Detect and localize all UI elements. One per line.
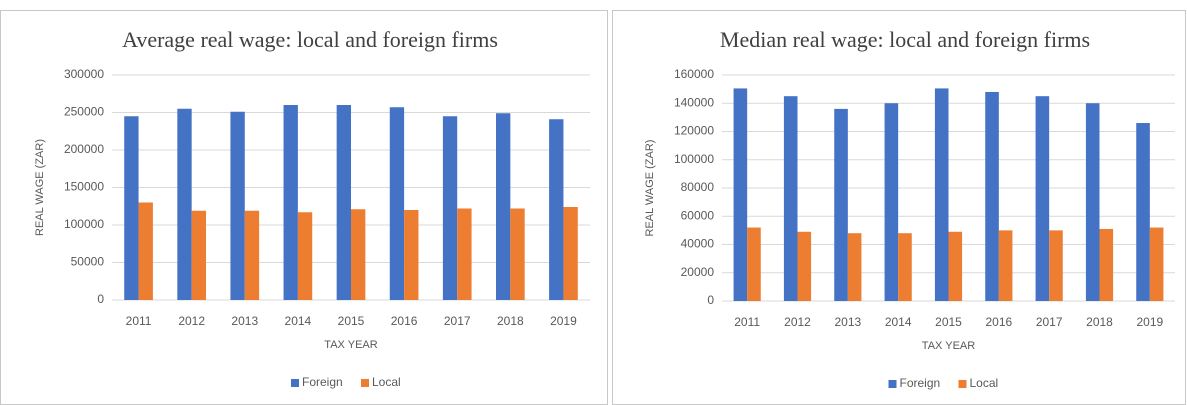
bar (1136, 123, 1150, 302)
y-tick-label: 40000 (681, 237, 715, 251)
x-tick-label: 2014 (885, 315, 912, 329)
legend-swatch (361, 379, 369, 387)
bar (985, 91, 999, 301)
y-tick-label: 80000 (681, 180, 715, 194)
x-tick-label: 2019 (1136, 315, 1163, 329)
x-tick-label: 2014 (285, 314, 312, 328)
y-tick-label: 160000 (674, 67, 714, 81)
bar (230, 111, 245, 300)
x-tick-label: 2018 (497, 314, 524, 328)
x-tick-label: 2017 (1036, 315, 1063, 329)
chart-title: Median real wage: local and foreign firm… (720, 27, 1090, 52)
x-tick-label: 2013 (231, 314, 258, 328)
bar (404, 210, 419, 300)
bar (884, 103, 899, 301)
bar (834, 108, 848, 302)
bar (847, 233, 862, 301)
y-axis-label: REAL WAGE (ZAR) (644, 140, 656, 237)
y-tick-label: 140000 (674, 95, 714, 109)
y-tick-label: 150000 (64, 180, 104, 194)
x-tick-label: 2011 (734, 315, 760, 329)
bar (283, 105, 298, 300)
legend-label: Foreign (302, 375, 343, 389)
y-tick-label: 50000 (71, 255, 105, 269)
bar (177, 108, 192, 300)
bar (442, 116, 458, 300)
bar (244, 210, 260, 300)
bar (783, 96, 798, 301)
bar (510, 208, 525, 300)
bar (138, 202, 153, 300)
bar (934, 88, 949, 301)
y-tick-label: 0 (707, 293, 714, 307)
x-tick-label: 2016 (985, 315, 1012, 329)
bar (563, 207, 578, 300)
bar (1099, 228, 1114, 301)
legend-label: Local (372, 375, 401, 389)
bar (1085, 103, 1100, 301)
bar (124, 116, 139, 300)
bar (351, 209, 366, 300)
y-tick-label: 100000 (64, 217, 104, 231)
x-tick-label: 2017 (444, 314, 471, 328)
y-axis-label: REAL WAGE (ZAR) (34, 139, 46, 236)
bar (998, 230, 1013, 301)
bar (747, 227, 761, 301)
x-tick-label: 2019 (550, 314, 577, 328)
bar (457, 208, 472, 300)
x-tick-label: 2015 (935, 315, 962, 329)
bar (1049, 230, 1063, 301)
bar (797, 231, 812, 301)
x-tick-label: 2018 (1086, 315, 1113, 329)
y-tick-label: 0 (97, 292, 104, 306)
y-tick-label: 20000 (681, 265, 715, 279)
y-tick-label: 200000 (64, 142, 104, 156)
x-axis-label: TAX YEAR (324, 339, 377, 351)
x-tick-label: 2012 (784, 315, 811, 329)
bar (898, 233, 912, 301)
bar (948, 231, 963, 301)
y-tick-label: 100000 (674, 152, 714, 166)
bar (336, 105, 351, 300)
bar (549, 119, 564, 300)
legend-swatch (888, 380, 897, 388)
x-tick-label: 2012 (178, 314, 205, 328)
legend-label: Foreign (900, 376, 941, 390)
chart-title: Average real wage: local and foreign fir… (122, 27, 498, 52)
y-tick-label: 60000 (681, 208, 715, 222)
legend-swatch (958, 380, 967, 388)
bar (297, 212, 313, 300)
x-tick-label: 2011 (126, 314, 152, 328)
bar (495, 113, 511, 300)
bar (1149, 227, 1164, 301)
bar (191, 210, 207, 300)
legend-label: Local (970, 376, 999, 390)
bar (389, 107, 405, 300)
bar (1035, 96, 1050, 301)
y-tick-label: 250000 (64, 105, 104, 119)
y-tick-label: 120000 (674, 124, 714, 138)
x-tick-label: 2016 (391, 314, 418, 328)
legend-swatch (291, 379, 299, 387)
bar (733, 88, 748, 301)
x-tick-label: 2015 (338, 314, 365, 328)
y-tick-label: 300000 (64, 67, 104, 81)
x-tick-label: 2013 (834, 315, 861, 329)
x-axis-label: TAX YEAR (922, 340, 975, 352)
